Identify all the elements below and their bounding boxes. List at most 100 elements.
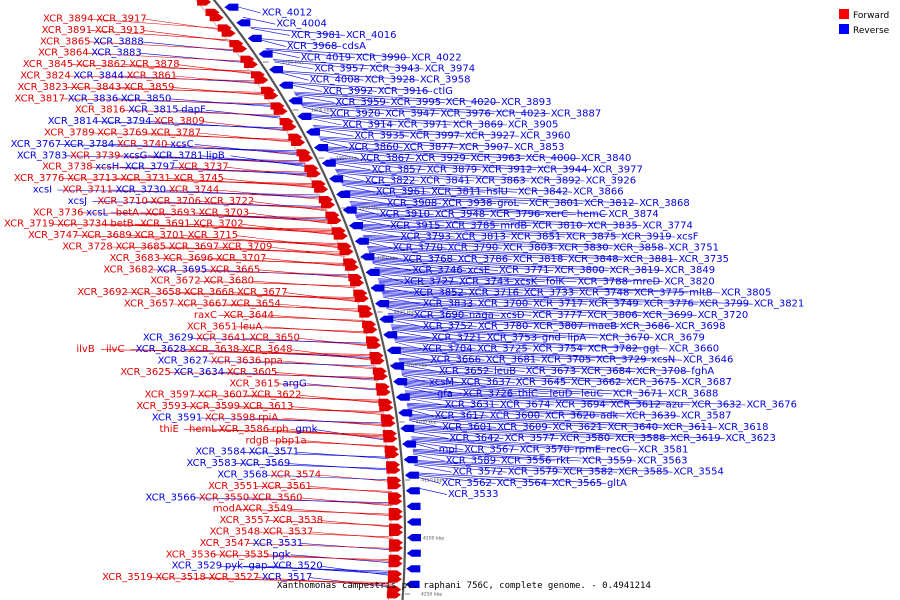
- label-connector: [378, 282, 578, 294]
- gene-arrow: [297, 112, 312, 120]
- label-connector: [389, 318, 477, 327]
- gene-label: ilvB: [76, 344, 94, 355]
- gene-label: XCR_3662: [571, 377, 622, 388]
- gene-label: XCR_3707: [216, 253, 267, 264]
- label-connector: [406, 402, 680, 417]
- gene-label: xcsE: [467, 265, 490, 276]
- gene-label: XCR_3957: [314, 64, 365, 75]
- label-connector: [392, 330, 431, 339]
- gene-label: XCR_3771: [499, 265, 550, 276]
- gene-label: XCR_3963: [470, 153, 521, 164]
- label-connector: [266, 49, 355, 59]
- gene-label: XCR_3841: [420, 176, 471, 187]
- gene-arrow: [406, 502, 421, 510]
- label-connector: [385, 303, 587, 316]
- label-connector: [396, 348, 651, 361]
- gene-label: XCR_3917: [96, 14, 147, 25]
- label-connector: [398, 359, 636, 372]
- gene-label: XCR_3776: [643, 299, 694, 310]
- gene-label: XCR_3797: [125, 162, 176, 173]
- scale-tick-label: 4050 kbp: [406, 363, 427, 369]
- label-connector: [218, 315, 365, 321]
- gene-label: XCR_3713: [67, 173, 118, 184]
- label-connector: [409, 425, 725, 439]
- gene-label: XCR_3818: [513, 254, 564, 265]
- label-connector: [326, 151, 360, 159]
- gene-label: XCR_3793: [400, 232, 451, 243]
- gene-label: XCR_3695: [157, 264, 208, 275]
- gene-label: leuB: [494, 366, 516, 377]
- gene-label: XCR_3557: [219, 515, 270, 526]
- gene-label: XCR_3867: [360, 153, 411, 164]
- gene-label: XCR_3775: [634, 288, 685, 299]
- gene-label: XCR_3731: [120, 173, 171, 184]
- gene-label: XCR_3709: [222, 242, 273, 253]
- label-connector: [410, 428, 559, 439]
- gene-label: XCR_3844: [73, 71, 124, 82]
- gene-label: XCR_3974: [425, 64, 476, 75]
- label-connector: [141, 41, 239, 52]
- gene-label: XCR_3960: [520, 131, 571, 142]
- label-connector: [411, 438, 574, 451]
- gene-label: XCR_3863: [475, 176, 526, 187]
- label-connector: [334, 168, 585, 182]
- gene-arrow: [350, 279, 365, 287]
- gene-label: XCR_3687: [681, 377, 732, 388]
- label-connector: [347, 196, 386, 204]
- gene-label: XCR_3843: [71, 82, 122, 93]
- gene-label: XCR_3583: [186, 458, 237, 469]
- gene-label: XCR_3518: [155, 572, 206, 583]
- label-connector: [391, 328, 541, 339]
- gene-label: XCR_3561: [261, 481, 312, 492]
- gene-arrow: [388, 513, 403, 521]
- label-connector: [411, 441, 464, 451]
- gene-arrow: [291, 138, 306, 146]
- gene-arrow: [400, 424, 415, 432]
- gene-label: thiE: [159, 424, 178, 435]
- gene-label: XCR_3618: [718, 422, 769, 433]
- label-connector: [399, 362, 494, 372]
- gene-label: XCR_3537: [263, 527, 314, 538]
- label-connector: [205, 360, 376, 367]
- gene-arrow: [288, 97, 303, 105]
- gene-label: rph: [272, 424, 289, 435]
- label-connector: [251, 201, 328, 212]
- gene-label: xcsI: [33, 185, 52, 196]
- gene-label: XCR_3666: [431, 355, 482, 366]
- gene-label: XCR_3737: [178, 162, 229, 173]
- gene-label: XCR_3776: [14, 173, 65, 184]
- gene-arrow: [209, 14, 224, 22]
- label-connector: [381, 290, 698, 305]
- gene-label: XCR_3609: [497, 422, 548, 433]
- gene-label: XCR_3660: [669, 344, 720, 355]
- label-connector: [68, 75, 259, 82]
- gene-label: XCR_3644: [223, 310, 274, 321]
- gene-label: XCR_3770: [392, 243, 443, 254]
- label-connector: [405, 396, 500, 406]
- gene-label: XCR_3910: [379, 209, 430, 220]
- gene-label: XCR_3648: [242, 344, 293, 355]
- gene-arrow: [406, 518, 421, 526]
- gene-arrow: [221, 29, 236, 37]
- gene-label: XCR_3729: [596, 355, 647, 366]
- gene-label: XCR_3740: [117, 139, 168, 150]
- gene-label: XCR_3571: [249, 447, 300, 458]
- gene-label: XCR_3912: [482, 164, 533, 175]
- gene-arrow: [306, 170, 321, 178]
- label-connector: [270, 440, 389, 447]
- label-connector: [385, 304, 532, 316]
- gene-label: XCR_3674: [500, 400, 551, 411]
- gene-label: XCR_3835: [587, 220, 638, 231]
- label-connector: [329, 157, 592, 171]
- gene-label: XCR_3877: [404, 142, 455, 153]
- gene-label: XCR_3752: [423, 321, 474, 332]
- label-connector: [301, 105, 385, 115]
- label-connector: [265, 474, 392, 481]
- gene-label: XCR_3799: [699, 299, 750, 310]
- gene-label: hemL: [189, 424, 217, 435]
- label-connector: [410, 427, 614, 439]
- label-connector: [405, 397, 444, 406]
- gene-label: XCR_3563: [637, 456, 688, 467]
- label-connector: [403, 384, 517, 395]
- label-connector: [354, 212, 642, 227]
